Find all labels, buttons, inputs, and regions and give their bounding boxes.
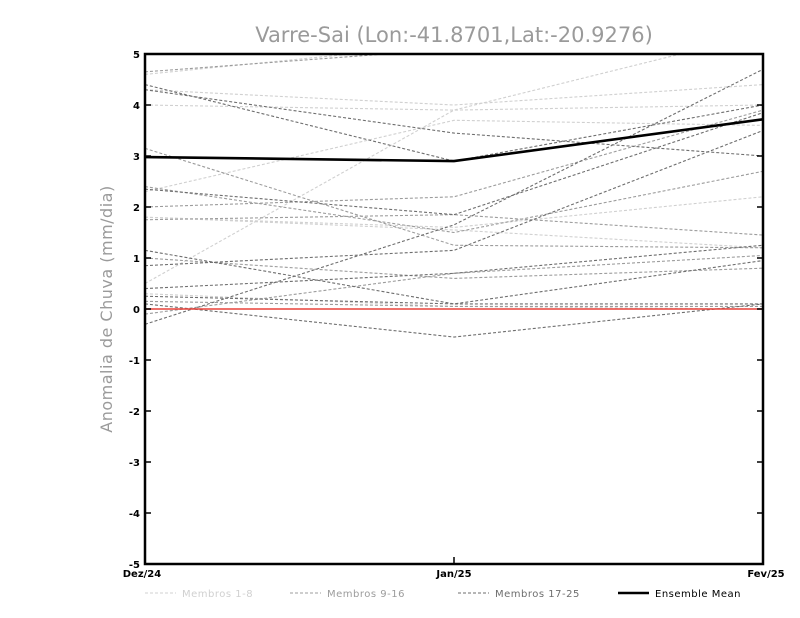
y-tick-label: -3 <box>129 458 140 469</box>
member-line-group1-7 <box>145 216 763 249</box>
x-tick-label: Fev/25 <box>747 569 784 580</box>
y-tick-label: 1 <box>133 254 140 265</box>
legend-label-1: Membros 1-8 <box>182 589 253 600</box>
legend-label-4: Ensemble Mean <box>655 589 741 600</box>
member-line-group2-4 <box>145 257 763 279</box>
member-line-group1-6 <box>145 293 763 310</box>
y-tick-label: 3 <box>133 152 140 163</box>
member-line-group1-1 <box>145 54 683 284</box>
y-tick-label: 5 <box>133 50 140 61</box>
member-line-group1-5 <box>145 119 763 193</box>
y-axis-ticks: -5 -4 -3 -2 -1 0 1 2 3 4 5 <box>129 50 763 571</box>
member-line-group2-5 <box>145 300 763 308</box>
chart-title: Varre-Sai (Lon:-41.8701,Lat:-20.9276) <box>255 23 653 47</box>
member-line-group1-4 <box>145 104 763 111</box>
member-line-group3-9 <box>145 295 763 305</box>
x-tick-label: Jan/25 <box>435 569 471 580</box>
x-axis-ticks: Dez/24 Jan/25 Fev/25 <box>123 557 785 580</box>
plot-area <box>145 54 763 338</box>
legend-label-3: Membros 17-25 <box>495 589 580 600</box>
ensemble-mean-line <box>145 117 763 163</box>
y-tick-label: 2 <box>133 203 140 214</box>
member-line-group1-3 <box>145 196 763 228</box>
y-tick-label: 4 <box>133 101 140 112</box>
member-line-group1-2 <box>145 84 763 106</box>
member-line-group3-8 <box>145 249 763 305</box>
member-line-group3-4 <box>145 129 763 267</box>
member-line-group2-2 <box>145 170 763 234</box>
y-tick-label: -4 <box>129 509 140 520</box>
x-tick-label: Dez/24 <box>123 569 162 580</box>
member-line-group3-7 <box>145 244 763 290</box>
member-line-group3-5 <box>145 112 763 216</box>
y-tick-label: -2 <box>129 407 140 418</box>
member-line-group3-1 <box>145 84 763 162</box>
y-tick-label: 0 <box>133 305 140 316</box>
member-line-group3-6 <box>145 89 763 157</box>
legend: Membros 1-8 Membros 9-16 Membros 17-25 Ense… <box>145 589 741 600</box>
member-line-group3-3 <box>145 303 763 338</box>
y-tick-label: -5 <box>129 560 140 571</box>
legend-label-2: Membros 9-16 <box>327 589 405 600</box>
member-line-group3-2 <box>145 68 763 325</box>
y-tick-label: -1 <box>129 356 140 367</box>
member-line-group2-3 <box>145 214 763 236</box>
y-axis-label: Anomalia de Chuva (mm/dia) <box>97 185 116 432</box>
member-line-group2-1 <box>145 147 763 249</box>
member-line-group2-8 <box>145 254 763 315</box>
